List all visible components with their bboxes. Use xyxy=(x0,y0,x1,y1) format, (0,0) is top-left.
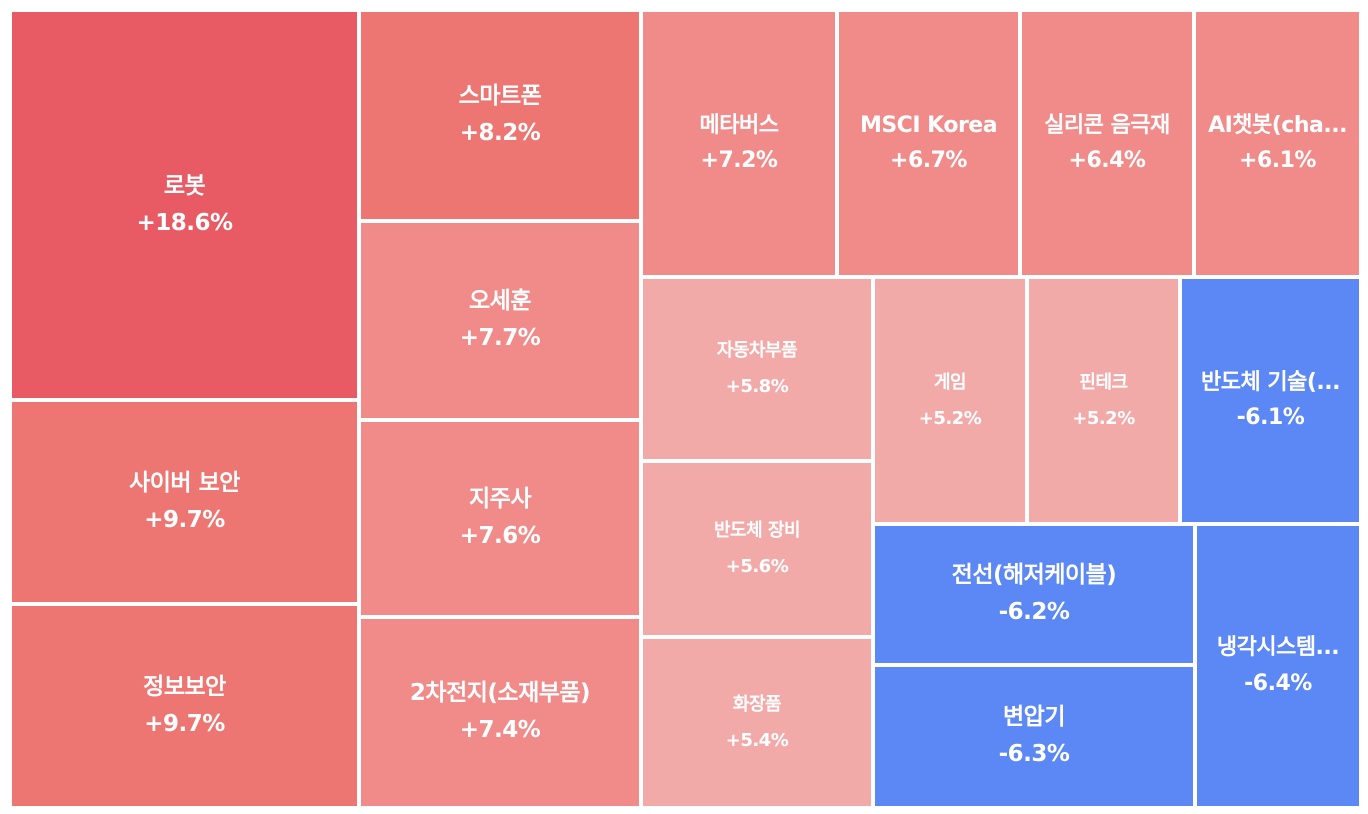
tile-ai-chatbot[interactable]: AI챗봇(cha... +6.1% xyxy=(1196,12,1359,275)
tile-semiconductor-equipment[interactable]: 반도체 장비 +5.6% xyxy=(643,463,871,635)
tile-auto-parts[interactable]: 자동차부품 +5.8% xyxy=(643,279,871,459)
tile-value: +6.1% xyxy=(1239,148,1316,173)
tile-value: +7.6% xyxy=(459,523,541,549)
tile-label: 스마트폰 xyxy=(458,83,542,110)
tile-cosmetics[interactable]: 화장품 +5.4% xyxy=(643,639,871,806)
tile-label: 화장품 xyxy=(732,693,782,715)
tile-label: 사이버 보안 xyxy=(129,469,240,496)
tile-label: 로봇 xyxy=(163,172,206,199)
tile-label: 메타버스 xyxy=(699,112,779,138)
tile-value: +7.7% xyxy=(459,325,541,351)
tile-value: +9.7% xyxy=(144,506,225,533)
tile-value: +18.6% xyxy=(136,209,233,236)
tile-value: +7.2% xyxy=(700,148,778,173)
tile-value: +6.4% xyxy=(1068,148,1146,173)
tile-silicon-anode[interactable]: 실리콘 음극재 +6.4% xyxy=(1022,12,1192,275)
tile-semiconductor-technology[interactable]: 반도체 기술(... -6.1% xyxy=(1182,279,1359,522)
tile-game[interactable]: 게임 +5.2% xyxy=(875,279,1025,522)
tile-value: +8.2% xyxy=(459,120,541,146)
tile-metaverse[interactable]: 메타버스 +7.2% xyxy=(643,12,835,275)
tile-submarine-cable[interactable]: 전선(해저케이블) -6.2% xyxy=(875,526,1193,663)
tile-value: +5.6% xyxy=(725,556,789,577)
tile-label: 오세훈 xyxy=(469,288,531,315)
tile-value: +5.8% xyxy=(725,376,789,397)
tile-label: 반도체 장비 xyxy=(713,520,801,542)
tile-value: -6.3% xyxy=(998,741,1070,767)
tile-label: AI챗봇(cha... xyxy=(1208,112,1347,138)
tile-robot[interactable]: 로봇 +18.6% xyxy=(12,12,357,398)
tile-transformer[interactable]: 변압기 -6.3% xyxy=(875,667,1193,806)
tile-value: +5.2% xyxy=(918,407,982,429)
tile-label: 핀테크 xyxy=(1079,371,1128,393)
tile-label: 변압기 xyxy=(1003,704,1065,731)
tile-label: 지주사 xyxy=(469,486,531,513)
tile-label: MSCI Korea xyxy=(859,112,998,138)
tile-label: 전선(해저케이블) xyxy=(951,562,1117,589)
tile-fintech[interactable]: 핀테크 +5.2% xyxy=(1029,279,1178,522)
tile-value: +7.4% xyxy=(459,717,541,743)
tile-value: +9.7% xyxy=(144,710,225,737)
tile-information-security[interactable]: 정보보안 +9.7% xyxy=(12,606,357,806)
tile-label: 정보보안 xyxy=(143,673,226,700)
tile-label: 2차전지(소재부품) xyxy=(409,680,591,707)
tile-value: -6.4% xyxy=(1244,670,1312,696)
tile-oh-se-hoon[interactable]: 오세훈 +7.7% xyxy=(361,223,639,418)
tile-value: +5.2% xyxy=(1072,407,1135,429)
tile-value: -6.2% xyxy=(998,599,1070,625)
tile-label: 반도체 기술(... xyxy=(1201,369,1341,395)
tile-cyber-security[interactable]: 사이버 보안 +9.7% xyxy=(12,402,357,602)
tile-label: 냉각시스템... xyxy=(1216,635,1340,661)
tile-secondary-battery-materials[interactable]: 2차전지(소재부품) +7.4% xyxy=(361,619,639,806)
tile-value: +6.7% xyxy=(890,148,967,173)
tile-smartphone[interactable]: 스마트폰 +8.2% xyxy=(361,12,639,219)
tile-value: -6.1% xyxy=(1236,405,1305,430)
tile-value: +5.4% xyxy=(725,729,789,751)
tile-label: 실리콘 음극재 xyxy=(1044,112,1170,138)
tile-label: 게임 xyxy=(933,371,967,393)
tile-label: 자동차부품 xyxy=(716,340,798,362)
tile-holding-company[interactable]: 지주사 +7.6% xyxy=(361,422,639,615)
tile-msci-korea[interactable]: MSCI Korea +6.7% xyxy=(839,12,1018,275)
tile-cooling-system[interactable]: 냉각시스템... -6.4% xyxy=(1197,526,1359,806)
